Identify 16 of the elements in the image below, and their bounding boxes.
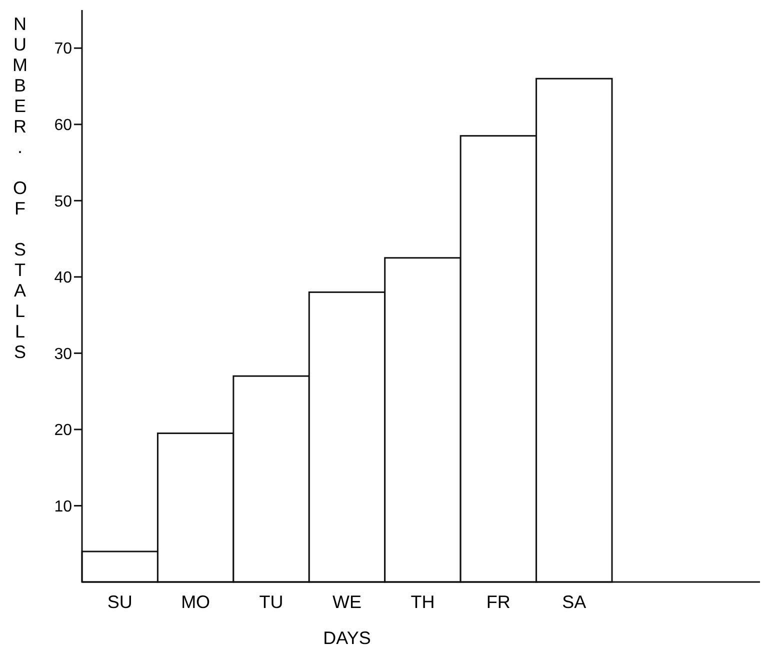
- x-tick-label: TH: [410, 592, 435, 612]
- x-tick-label: SU: [107, 592, 132, 612]
- y-tick-label: 70: [54, 40, 72, 58]
- text: NUMBER. OF STALLS: [12, 14, 28, 362]
- y-tick-label: 10: [54, 498, 72, 516]
- x-tick-label: SA: [562, 592, 586, 612]
- y-tick-label: 30: [54, 346, 72, 363]
- x-tick-label: FR: [486, 592, 510, 612]
- y-tick-label: 40: [54, 270, 72, 287]
- x-axis-title: DAYS: [323, 628, 371, 648]
- x-tick-label: WE: [332, 592, 362, 612]
- x-tick-label: MO: [181, 592, 210, 612]
- y-tick-label: 60: [54, 117, 72, 134]
- x-tick-label: TU: [259, 592, 284, 612]
- y-tick-label: 50: [54, 193, 72, 210]
- y-tick-label: 20: [54, 422, 72, 440]
